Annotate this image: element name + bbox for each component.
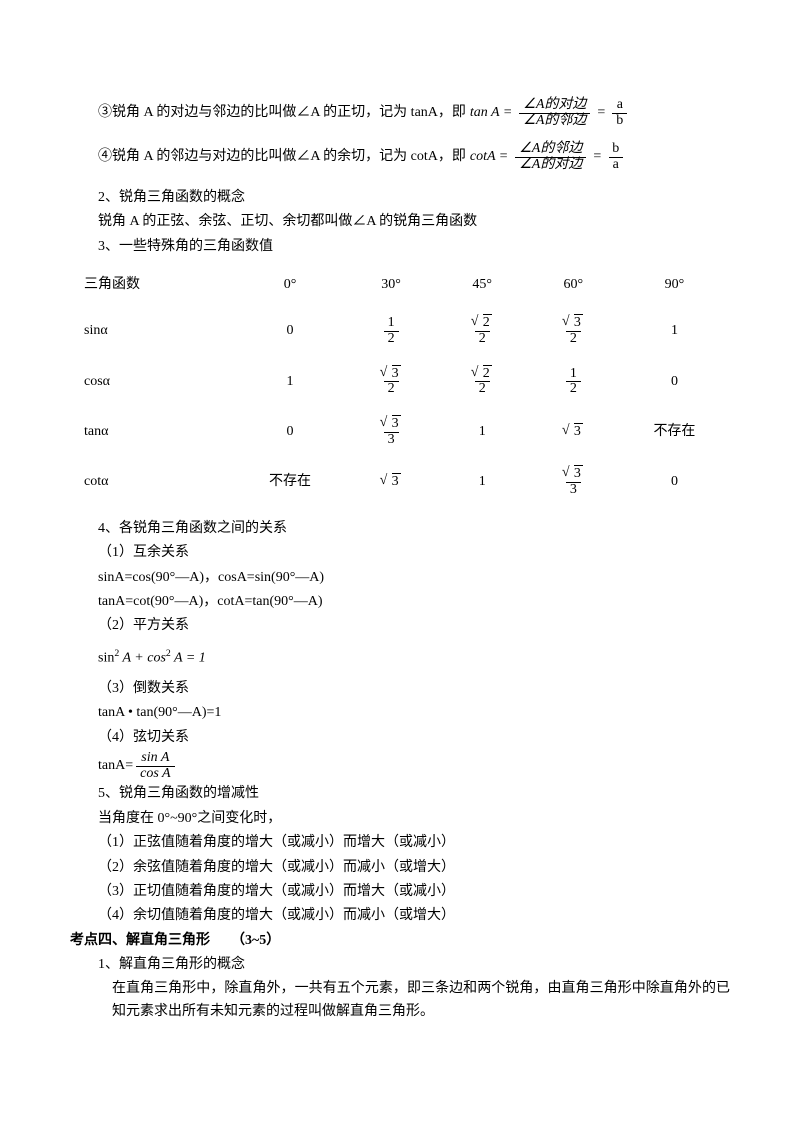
para-text: （2）余弦值随着角度的增大（或减小）而减小（或增大） xyxy=(70,857,730,879)
para-text: （1）正弦值随着角度的增大（或减小）而增大（或减小） xyxy=(70,832,730,854)
table-cell: 1 xyxy=(234,357,345,407)
lhs: tan A = xyxy=(470,102,512,124)
table-cell: 0 xyxy=(234,306,345,356)
numerator: ∠A的邻边 xyxy=(515,142,586,157)
table-header-angle: 45° xyxy=(437,264,528,306)
table-row: cotα不存在31330 xyxy=(70,457,730,507)
table-row: cosα13222120 xyxy=(70,357,730,407)
formula: tanA= sin A cos A xyxy=(70,751,730,781)
table-cell: 33 xyxy=(346,407,437,457)
para-text: （1）互余关系 xyxy=(70,542,730,564)
table-cell: 32 xyxy=(528,306,619,356)
table-cell: 22 xyxy=(437,306,528,356)
row-label: tanα xyxy=(70,407,234,457)
table-cell: 33 xyxy=(528,457,619,507)
text: ③锐角 A 的对边与邻边的比叫做∠A 的正切，记为 tanA，即 xyxy=(98,102,466,124)
denominator: cos A xyxy=(136,766,174,782)
fraction: b a xyxy=(608,142,623,172)
denominator: b xyxy=(612,113,627,129)
table-cell: 22 xyxy=(437,357,528,407)
table-cell: 32 xyxy=(346,357,437,407)
text: ④锐角 A 的邻边与对边的比叫做∠A 的余切，记为 cotA，即 xyxy=(98,146,466,168)
row-label: sinα xyxy=(70,306,234,356)
para-text: 2、锐角三角函数的概念 xyxy=(70,187,730,209)
fraction: sin A cos A xyxy=(136,751,174,781)
lhs: cotA = xyxy=(470,146,508,168)
numerator: b xyxy=(608,142,623,157)
para-text: （4）余切值随着角度的增大（或减小）而减小（或增大） xyxy=(70,905,730,927)
formula: tanA=cot(90°—A)，cotA=tan(90°—A) xyxy=(70,591,730,613)
para-text: （4）弦切关系 xyxy=(70,727,730,749)
table-cell: 12 xyxy=(346,306,437,356)
table-header-label: 三角函数 xyxy=(70,264,234,306)
denominator: ∠A的邻边 xyxy=(519,113,590,129)
para-text: （2）平方关系 xyxy=(70,615,730,637)
heading: 考点四、解直角三角形 （3~5） xyxy=(70,930,730,952)
equals: = xyxy=(593,146,601,168)
formula: tanA • tan(90°—A)=1 xyxy=(70,702,730,724)
para-text: 锐角 A 的正弦、余弦、正切、余切都叫做∠A 的锐角三角函数 xyxy=(70,211,730,233)
para-text: 当角度在 0°~90°之间变化时， xyxy=(70,808,730,830)
para-text: 1、解直角三角形的概念 xyxy=(70,954,730,976)
text: A = 1 xyxy=(171,650,206,665)
para-text: 3、一些特殊角的三角函数值 xyxy=(70,236,730,258)
tan-definition: ③锐角 A 的对边与邻边的比叫做∠A 的正切，记为 tanA，即 tan A =… xyxy=(70,98,730,128)
table-header-angle: 90° xyxy=(619,264,730,306)
para-text: （3）倒数关系 xyxy=(70,678,730,700)
fraction: ∠A的邻边 ∠A的对边 xyxy=(515,142,586,172)
formula: sin2 A + cos2 A = 1 xyxy=(70,646,730,670)
denominator: a xyxy=(609,157,623,173)
table-cell: 3 xyxy=(346,457,437,507)
table-cell: 0 xyxy=(619,457,730,507)
text: tanA= xyxy=(98,755,133,777)
text: A + cos xyxy=(119,650,166,665)
para-text: 5、锐角三角函数的增减性 xyxy=(70,783,730,805)
table-cell: 1 xyxy=(437,457,528,507)
fraction: ∠A的对边 ∠A的邻边 xyxy=(519,98,590,128)
table-cell: 1 xyxy=(437,407,528,457)
table-cell: 0 xyxy=(234,407,345,457)
table-cell: 不存在 xyxy=(619,407,730,457)
numerator: ∠A的对边 xyxy=(519,98,590,113)
para-text: （3）正切值随着角度的增大（或减小）而增大（或减小） xyxy=(70,881,730,903)
fraction: a b xyxy=(612,98,627,128)
equation: cotA = ∠A的邻边 ∠A的对边 = b a xyxy=(470,142,626,172)
denominator: ∠A的对边 xyxy=(515,157,586,173)
numerator: a xyxy=(613,98,627,113)
table-cell: 1 xyxy=(619,306,730,356)
table-row: sinα01222321 xyxy=(70,306,730,356)
text: sin xyxy=(98,650,114,665)
table-header-angle: 30° xyxy=(346,264,437,306)
row-label: cotα xyxy=(70,457,234,507)
numerator: sin A xyxy=(137,751,173,766)
row-label: cosα xyxy=(70,357,234,407)
formula: sinA=cos(90°—A)，cosA=sin(90°—A) xyxy=(70,567,730,589)
table-row: tanα03313不存在 xyxy=(70,407,730,457)
table-cell: 0 xyxy=(619,357,730,407)
cot-definition: ④锐角 A 的邻边与对边的比叫做∠A 的余切，记为 cotA，即 cotA = … xyxy=(70,142,730,172)
table-cell: 12 xyxy=(528,357,619,407)
equals: = xyxy=(597,102,605,124)
para-text: 4、各锐角三角函数之间的关系 xyxy=(70,518,730,540)
para-text: 在直角三角形中，除直角外，一共有五个元素，即三条边和两个锐角，由直角三角形中除直… xyxy=(70,978,730,1023)
table-cell: 3 xyxy=(528,407,619,457)
table-cell: 不存在 xyxy=(234,457,345,507)
table-header-angle: 0° xyxy=(234,264,345,306)
equation: tan A = ∠A的对边 ∠A的邻边 = a b xyxy=(470,98,630,128)
table-header-angle: 60° xyxy=(528,264,619,306)
trig-table: 三角函数0°30°45°60°90° sinα01222321cosα13222… xyxy=(70,264,730,508)
